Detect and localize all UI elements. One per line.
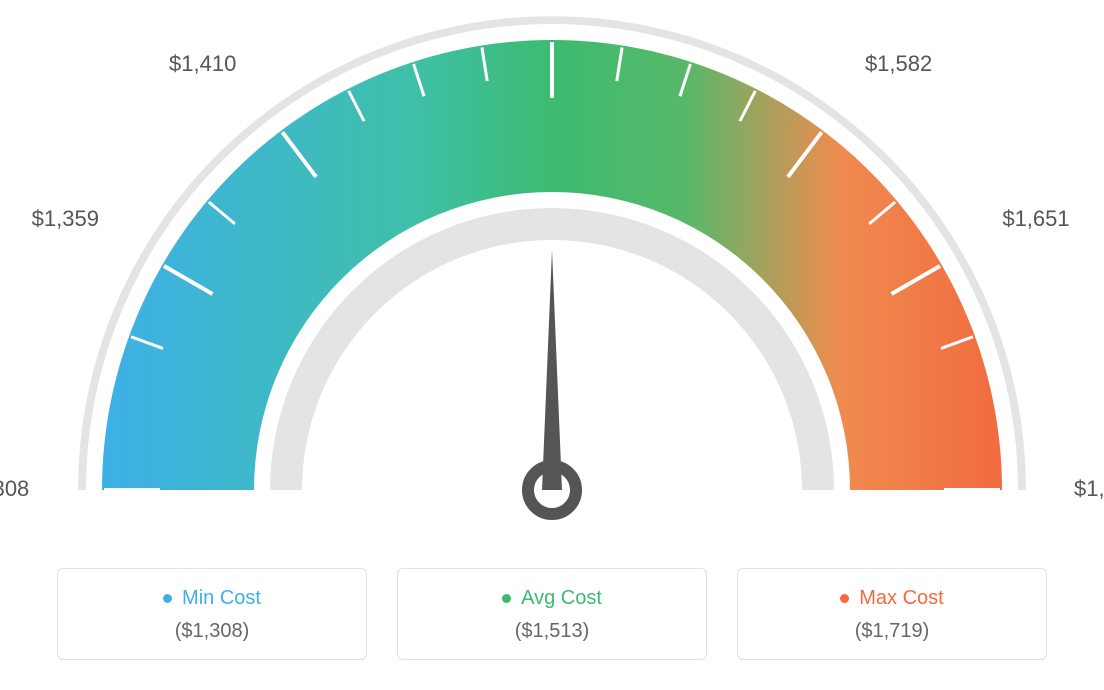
legend-title: Avg Cost (502, 587, 602, 610)
legend-row: Min Cost ($1,308) Avg Cost ($1,513) Max Cost… (0, 568, 1104, 660)
gauge-area: $1,308$1,359$1,410$1,513$1,582$1,651$1,7… (0, 0, 1104, 540)
gauge-tick-label: $1,719 (1074, 476, 1104, 502)
gauge-tick-label: $1,308 (0, 476, 29, 502)
legend-value: ($1,308) (68, 620, 356, 643)
legend-card: Max Cost ($1,719) (737, 568, 1047, 660)
chart-container: $1,308$1,359$1,410$1,513$1,582$1,651$1,7… (0, 0, 1104, 690)
gauge-needle (542, 250, 562, 490)
gauge-tick-label: $1,359 (32, 206, 99, 232)
gauge-tick-label: $1,410 (169, 51, 236, 77)
gauge-svg (0, 0, 1104, 540)
legend-title-text: Avg Cost (521, 587, 602, 610)
legend-value: ($1,513) (408, 620, 696, 643)
legend-card: Min Cost ($1,308) (57, 568, 367, 660)
legend-title: Max Cost (840, 587, 943, 610)
legend-dot-icon (163, 594, 172, 603)
legend-card: Avg Cost ($1,513) (397, 568, 707, 660)
legend-title: Min Cost (163, 587, 261, 610)
legend-dot-icon (502, 594, 511, 603)
legend-title-text: Min Cost (182, 587, 261, 610)
gauge-tick-label: $1,651 (1002, 206, 1069, 232)
legend-dot-icon (840, 594, 849, 603)
legend-value: ($1,719) (748, 620, 1036, 643)
gauge-tick-label: $1,582 (865, 51, 932, 77)
legend-title-text: Max Cost (859, 587, 943, 610)
